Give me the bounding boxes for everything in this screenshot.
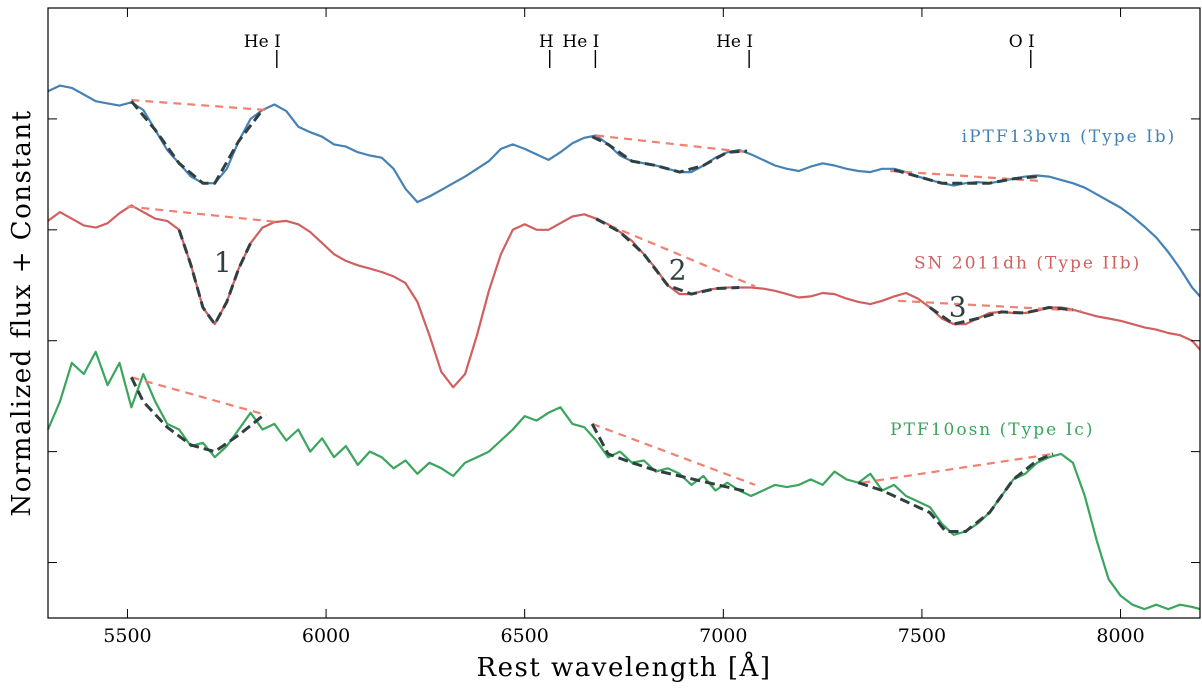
- fit-line-4: [177, 229, 252, 326]
- continuum-line-1: [131, 99, 267, 112]
- spectrum-line-2: [47, 204, 1201, 389]
- y-axis-label: Normalized flux + Constant: [7, 109, 37, 516]
- feature-number-3: 3: [949, 290, 967, 323]
- fit-line-7: [130, 376, 264, 454]
- fit-line-3: [893, 168, 1038, 185]
- x-tick-label: 5500: [103, 625, 151, 647]
- axes-frame-group: [47, 7, 1201, 619]
- feature-number-1: 1: [214, 246, 232, 279]
- x-tick-label: 7000: [699, 625, 747, 647]
- continuum-line-6: [898, 299, 1081, 312]
- fit-line-6: [929, 306, 1074, 326]
- line-markers-group: He I H He I He I O I: [244, 32, 1035, 68]
- continuum-line-2: [596, 134, 748, 154]
- x-tick-label: 6500: [501, 625, 549, 647]
- line-marker-label-1: He I: [244, 32, 281, 52]
- continuum-line-4: [127, 205, 279, 224]
- axis-ticks-group: 5500 6000 6500 7000 7500 8000: [48, 8, 1200, 647]
- fit-line-9: [857, 452, 1054, 533]
- continuum-line-8: [591, 422, 756, 486]
- line-marker-label-4: He I: [716, 32, 753, 52]
- x-axis-label: Rest wavelength [Å]: [477, 651, 772, 683]
- x-tick-label: 7500: [898, 625, 946, 647]
- labels-group: Rest wavelength [Å] Normalized flux + Con…: [7, 109, 1177, 683]
- feature-number-2: 2: [669, 254, 687, 287]
- x-tick-label: 8000: [1096, 625, 1144, 647]
- series-label-1: iPTF13bvn (Type Ib): [962, 127, 1177, 147]
- x-tick-label: 6000: [302, 625, 350, 647]
- fit-line-8: [590, 423, 748, 494]
- fit-line-5: [595, 217, 740, 296]
- fit-line-1: [130, 100, 264, 185]
- plot-frame: [47, 7, 1201, 619]
- fit-line-2: [591, 135, 748, 174]
- spectra-lines-group: [46, 84, 1201, 611]
- line-marker-label-3: He I: [562, 32, 599, 52]
- fit-lines-group: [130, 100, 1074, 533]
- line-marker-label-2: H: [539, 32, 554, 52]
- series-label-3: PTF10osn (Type Ic): [890, 420, 1094, 440]
- continuum-line-7: [131, 376, 267, 417]
- line-marker-label-5: O I: [1009, 32, 1035, 52]
- continuum-line-5: [595, 218, 756, 288]
- continuum-line-9: [862, 452, 1054, 484]
- series-label-2: SN 2011dh (Type IIb): [914, 254, 1141, 274]
- spectrum-line-3: [46, 350, 1201, 611]
